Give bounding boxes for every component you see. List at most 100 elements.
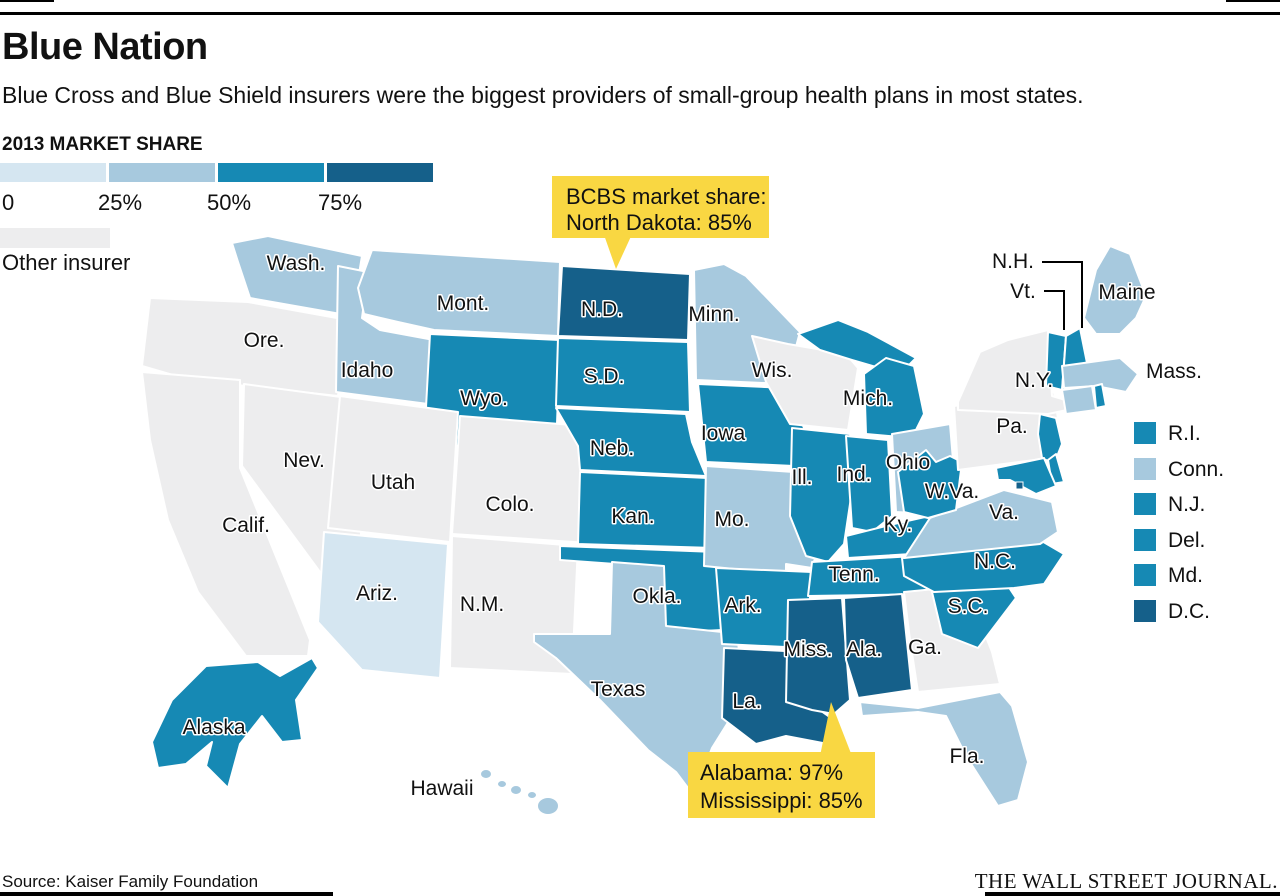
leader-line-vermont [1044, 290, 1065, 330]
other-insurer-swatch [0, 228, 110, 248]
label-utah: Utah [371, 471, 415, 494]
label-maine: Maine [1098, 281, 1155, 304]
scale-tick-75: 75% [318, 190, 363, 215]
label-new-york: N.Y. [1015, 369, 1053, 392]
label-idaho: Idaho [341, 359, 394, 382]
label-arizona: Ariz. [356, 582, 398, 605]
legend-label-district-of-columbia: D.C. [1168, 600, 1210, 623]
label-west-virginia: W.Va. [925, 480, 979, 503]
label-massachusetts: Mass. [1146, 360, 1202, 383]
scale-segment-75-up [327, 163, 433, 182]
header-rule [0, 12, 1280, 15]
state-maryland [995, 457, 1057, 495]
state-arizona [317, 531, 449, 679]
source-credit: Source: Kaiser Family Foundation [2, 872, 259, 891]
state-district-of-columbia [1015, 481, 1024, 490]
state-indiana [845, 435, 893, 533]
label-hawaii: Hawaii [410, 777, 473, 800]
state-wisconsin [751, 335, 859, 431]
swatch-new-jersey [1134, 493, 1156, 515]
state-massachusetts [1061, 357, 1139, 393]
label-florida: Fla. [949, 745, 984, 768]
callout-nd-box [552, 176, 769, 238]
state-alaska [151, 657, 319, 789]
label-virginia: Va. [989, 501, 1019, 524]
label-new-mexico: N.M. [460, 593, 504, 616]
label-mississippi: Miss. [784, 638, 833, 661]
state-new-york [957, 329, 1087, 415]
swatch-rhode-island [1134, 422, 1156, 444]
legend-label-delaware: Del. [1168, 529, 1205, 552]
label-wyoming: Wyo. [460, 387, 508, 410]
label-vermont: Vt. [1010, 280, 1036, 303]
state-connecticut [1061, 385, 1097, 415]
label-montana: Mont. [437, 292, 490, 315]
page-subtitle: Blue Cross and Blue Shield insurers were… [2, 82, 1084, 108]
callout-nd-line1: BCBS market share: [566, 184, 767, 209]
top-right-rule [1226, 0, 1280, 2]
state-michigan [797, 319, 925, 439]
label-louisiana: La. [732, 690, 761, 713]
label-kansas: Kan. [611, 505, 654, 528]
state-hawaii [479, 768, 560, 816]
label-north-carolina: N.C. [974, 550, 1016, 573]
label-texas: Texas [591, 678, 646, 701]
legend-label-rhode-island: R.I. [1168, 422, 1201, 445]
legend-label-connecticut: Conn. [1168, 458, 1224, 481]
label-alaska: Alaska [182, 716, 245, 739]
label-indiana: Ind. [836, 463, 871, 486]
label-georgia: Ga. [908, 636, 942, 659]
callout-south-tail [820, 702, 852, 756]
swatch-maryland [1134, 564, 1156, 586]
callout-north-dakota: BCBS market share: North Dakota: 85% [552, 176, 769, 269]
scale-segment-50-75 [218, 163, 324, 182]
page-title: Blue Nation [2, 26, 208, 68]
state-utah [327, 395, 459, 543]
bottom-right-rule [985, 892, 1280, 896]
label-south-carolina: S.C. [948, 595, 989, 618]
label-iowa: Iowa [701, 422, 746, 445]
label-missouri: Mo. [714, 508, 749, 531]
state-florida [859, 691, 1029, 807]
label-california: Calif. [222, 514, 270, 537]
legend-label-new-jersey: N.J. [1168, 493, 1205, 516]
bottom-left-rule [0, 892, 333, 896]
label-wisconsin: Wis. [752, 359, 793, 382]
callout-south-line1: Alabama: 97% [700, 760, 843, 785]
swatch-connecticut [1134, 458, 1156, 480]
state-montana [357, 249, 561, 337]
callout-south-box [688, 752, 875, 818]
callout-nd-tail [603, 232, 633, 269]
label-kentucky: Ky. [884, 513, 913, 536]
swatch-delaware [1134, 529, 1156, 551]
legend-title: 2013 MARKET SHARE [2, 134, 203, 155]
legend-label-maryland: Md. [1168, 564, 1203, 587]
wsj-logo: THE WALL STREET JOURNAL. [974, 869, 1278, 893]
scale-tick-0: 0 [2, 190, 15, 215]
label-colorado: Colo. [485, 493, 534, 516]
swatch-district-of-columbia [1134, 600, 1156, 622]
label-washington: Wash. [267, 252, 326, 275]
small-states-legend: R.I. Conn. N.J. Del. Md. D.C. [1134, 422, 1224, 623]
callout-nd-line2: North Dakota: 85% [566, 210, 752, 235]
label-illinois: Ill. [792, 466, 813, 489]
state-texas [533, 561, 743, 797]
label-south-dakota: S.D. [584, 365, 625, 388]
state-virginia [903, 489, 1059, 559]
leader-line-new-hampshire [1042, 261, 1083, 328]
state-south-dakota [555, 337, 691, 413]
scale-segment-0-25 [0, 163, 106, 182]
state-california [141, 371, 311, 657]
state-maine [1083, 245, 1147, 335]
state-north-dakota [557, 265, 691, 341]
label-nebraska: Neb. [590, 437, 634, 460]
callout-south: Alabama: 97% Mississippi: 85% [688, 702, 875, 818]
label-north-dakota: N.D. [581, 298, 623, 321]
scale-segment-25-50 [109, 163, 215, 182]
label-nevada: Nev. [283, 449, 325, 472]
label-minnesota: Minn. [688, 303, 739, 326]
scale-tick-25: 25% [98, 190, 143, 215]
label-arkansas: Ark. [724, 594, 761, 617]
